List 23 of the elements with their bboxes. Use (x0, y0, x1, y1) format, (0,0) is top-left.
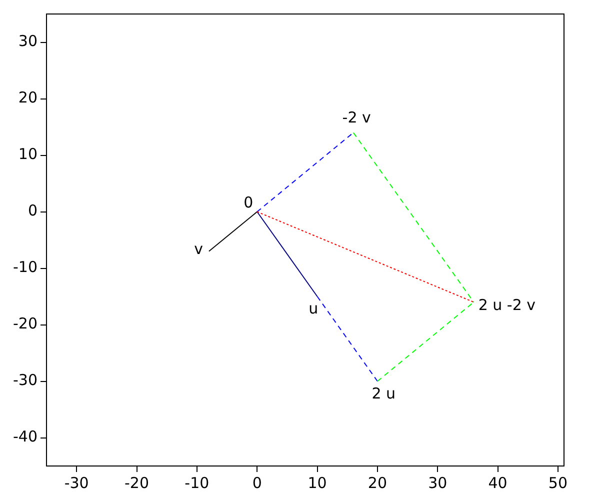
annotation: 2 u -2 v (478, 296, 536, 314)
x-tick-label: 50 (548, 474, 568, 492)
annotation: 0 (244, 193, 254, 212)
annotation: v (194, 240, 204, 258)
y-tick-label: 20 (18, 88, 38, 107)
y-tick-label: -10 (13, 258, 38, 276)
x-tick-label: 40 (488, 474, 508, 492)
y-tick-label: 10 (18, 145, 38, 164)
x-tick-label: 0 (252, 474, 262, 492)
y-tick-label: -40 (13, 428, 38, 446)
x-tick-label: 10 (308, 474, 327, 492)
y-tick-label: -30 (13, 371, 38, 390)
y-tick-label: 0 (28, 202, 38, 220)
x-tick-label: -20 (124, 474, 150, 492)
x-tick-label: -10 (184, 474, 210, 492)
annotation: -2 v (342, 108, 372, 127)
annotation: 2 u (372, 384, 396, 402)
y-tick-label: 30 (18, 32, 38, 50)
annotation: u (308, 299, 318, 318)
x-tick-label: -30 (64, 474, 89, 492)
y-tick-label: -20 (13, 314, 38, 333)
x-tick-label: 30 (428, 474, 448, 492)
x-tick-label: 20 (368, 474, 388, 492)
